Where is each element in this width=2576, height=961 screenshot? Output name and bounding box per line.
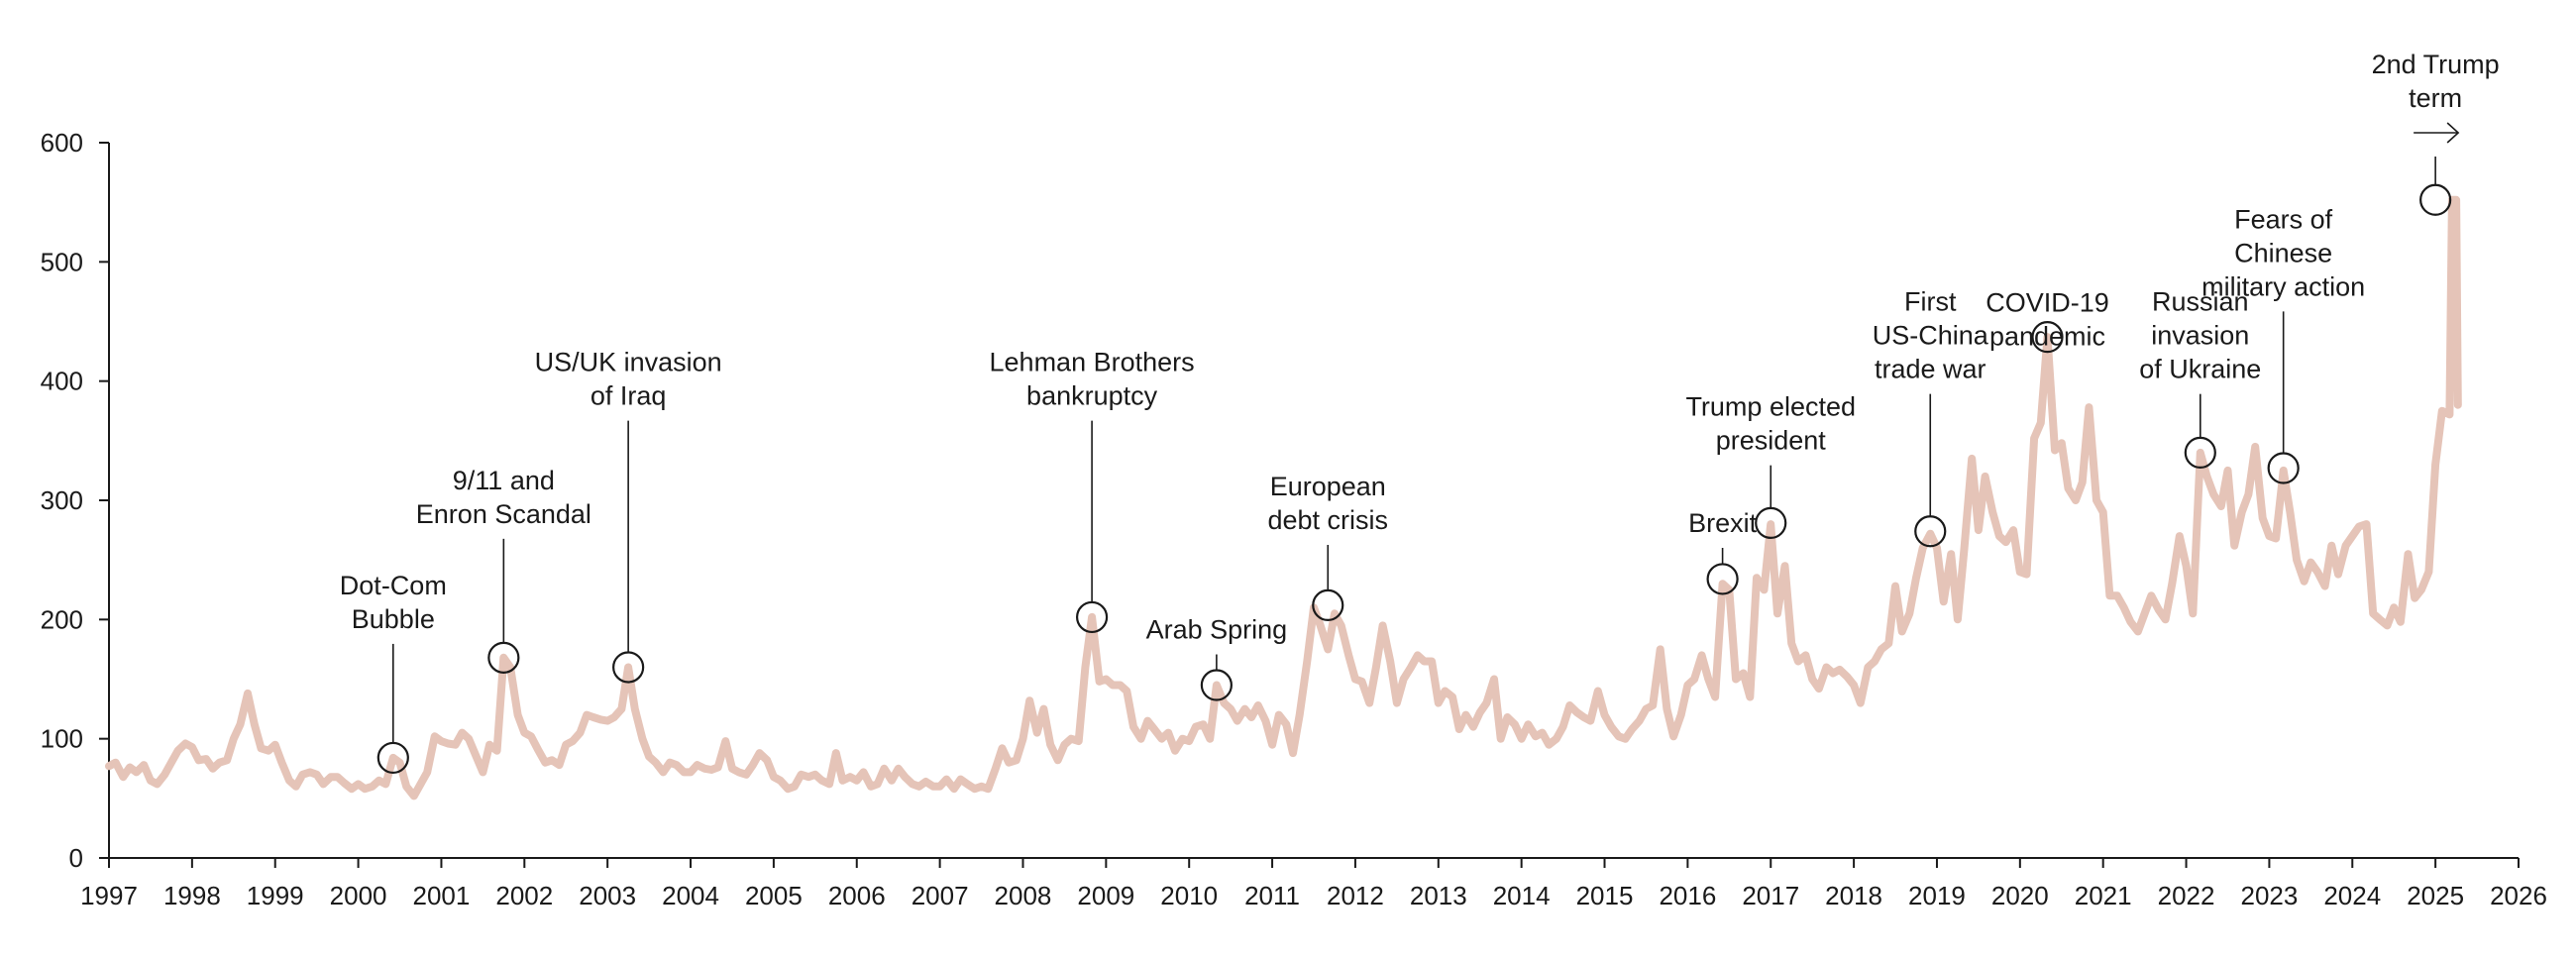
annotation-label: of Iraq bbox=[590, 381, 667, 411]
annotation-label: US/UK invasion bbox=[535, 348, 722, 377]
y-tick-label: 500 bbox=[41, 247, 83, 276]
annotation: Brexit bbox=[1688, 508, 1758, 595]
annotation-label: European bbox=[1270, 472, 1386, 501]
annotation-label: Brexit bbox=[1688, 508, 1758, 538]
event-marker bbox=[2031, 321, 2064, 354]
annotation-label: bankruptcy bbox=[1026, 381, 1158, 411]
y-tick-label: 0 bbox=[69, 843, 83, 873]
event-marker bbox=[1200, 669, 1233, 701]
annotation-label: Arab Spring bbox=[1146, 615, 1288, 645]
x-tick-label: 2013 bbox=[1410, 881, 1467, 910]
x-tick-label: 2005 bbox=[745, 881, 803, 910]
x-tick-label: 1998 bbox=[163, 881, 221, 910]
event-marker bbox=[1706, 563, 1739, 595]
annotation: First US-China trade war bbox=[1873, 287, 1989, 548]
annotation: Russian invasion of Ukraine bbox=[2139, 287, 2261, 469]
annotation-label: 9/11 and bbox=[453, 466, 555, 495]
annotation: Arab Spring bbox=[1146, 615, 1288, 701]
annotation: Lehman Brothers bankruptcy bbox=[990, 348, 1195, 634]
event-marker bbox=[376, 741, 409, 775]
annotation-label: president bbox=[1716, 426, 1827, 456]
x-tick-label: 2008 bbox=[995, 881, 1052, 910]
annotation-label: Russian bbox=[2152, 287, 2249, 317]
event-marker bbox=[1755, 506, 1787, 539]
event-marker bbox=[487, 641, 520, 674]
annotation-label: US-China bbox=[1873, 321, 1989, 351]
x-tick-label: 2019 bbox=[1908, 881, 1966, 910]
annotation-label: Bubble bbox=[352, 604, 435, 634]
annotation: COVID-19 pandemic bbox=[1986, 287, 2109, 354]
event-marker bbox=[2184, 436, 2216, 469]
x-tick-label: 2020 bbox=[1991, 881, 2049, 910]
event-marker bbox=[1312, 588, 1344, 621]
x-tick-label: 1999 bbox=[247, 881, 304, 910]
arrowhead-icon bbox=[2446, 122, 2460, 144]
x-tick-label: 2023 bbox=[2240, 881, 2298, 910]
x-tick-label: 2012 bbox=[1327, 881, 1384, 910]
x-tick-label: 2011 bbox=[1244, 881, 1300, 910]
annotation-label: of Ukraine bbox=[2139, 355, 2261, 384]
annotation-label: military action bbox=[2201, 271, 2365, 301]
x-tick-label: 2022 bbox=[2158, 881, 2215, 910]
x-tick-label: 2004 bbox=[662, 881, 719, 910]
annotation: Trump elected president bbox=[1685, 392, 1856, 539]
y-tick-label: 400 bbox=[41, 367, 83, 396]
x-tick-label: 2001 bbox=[413, 881, 471, 910]
annotation-label: Dot-Com bbox=[340, 571, 447, 600]
annotation: European debt crisis bbox=[1267, 472, 1388, 621]
annotation-label: First bbox=[1904, 287, 1957, 317]
x-tick-label: 2006 bbox=[828, 881, 886, 910]
y-tick-label: 300 bbox=[41, 485, 83, 515]
annotation-label: Trump elected bbox=[1685, 392, 1856, 422]
annotation-label: debt crisis bbox=[1267, 505, 1388, 535]
x-tick-label: 2014 bbox=[1493, 881, 1551, 910]
annotation: 9/11 and Enron Scandal bbox=[416, 466, 591, 674]
annotation-label: Lehman Brothers bbox=[990, 348, 1195, 377]
annotation-label: term bbox=[2409, 83, 2462, 113]
y-tick-label: 100 bbox=[41, 724, 83, 754]
annotation: Fears of Chinese military action bbox=[2201, 204, 2365, 484]
x-tick-label: 1997 bbox=[80, 881, 138, 910]
x-tick-label: 2016 bbox=[1659, 881, 1716, 910]
x-tick-label: 2002 bbox=[495, 881, 553, 910]
x-tick-label: 2003 bbox=[579, 881, 636, 910]
event-marker bbox=[612, 651, 645, 684]
x-tick-label: 2007 bbox=[912, 881, 969, 910]
annotation-label: COVID-19 bbox=[1986, 287, 2109, 317]
x-tick-label: 2025 bbox=[2407, 881, 2464, 910]
x-tick-label: 2024 bbox=[2323, 881, 2381, 910]
y-tick-label: 600 bbox=[41, 128, 83, 158]
x-tick-label: 2017 bbox=[1742, 881, 1799, 910]
annotation: US/UK invasion of Iraq bbox=[535, 348, 722, 684]
event-marker bbox=[2419, 183, 2452, 216]
annotation: 2nd Trump term bbox=[2372, 50, 2500, 216]
event-marker bbox=[1914, 515, 1947, 548]
annotation-label: Enron Scandal bbox=[416, 499, 591, 529]
event-marker bbox=[1075, 600, 1109, 634]
x-tick-label: 2010 bbox=[1160, 881, 1218, 910]
annotation-label: trade war bbox=[1875, 355, 1986, 384]
annotation-label: Fears of bbox=[2234, 204, 2333, 234]
event-marker bbox=[2267, 452, 2300, 484]
axes: 0 100 200 300 400 500 600 1997 1998 1999 2000 2001 2… bbox=[41, 128, 2547, 910]
annotation-label: invasion bbox=[2151, 321, 2249, 351]
y-tick-label: 200 bbox=[41, 604, 83, 634]
annotation-label: pandemic bbox=[1989, 321, 2105, 351]
annotation-label: 2nd Trump bbox=[2372, 50, 2500, 79]
x-tick-label: 2009 bbox=[1077, 881, 1134, 910]
x-tick-label: 2018 bbox=[1825, 881, 1882, 910]
annotation: Dot-Com Bubble bbox=[340, 571, 447, 775]
x-tick-label: 2015 bbox=[1576, 881, 1634, 910]
x-tick-label: 2021 bbox=[2075, 881, 2132, 910]
x-tick-label: 2026 bbox=[2490, 881, 2547, 910]
x-tick-label: 2000 bbox=[330, 881, 387, 910]
annotation-label: Chinese bbox=[2234, 238, 2332, 267]
